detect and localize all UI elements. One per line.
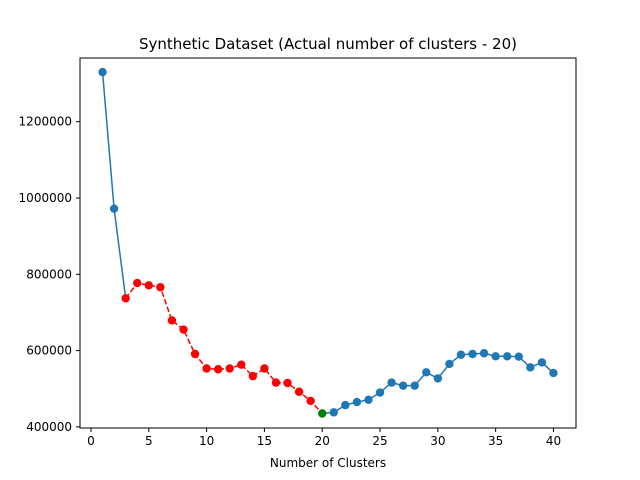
- x-tick-label: 0: [87, 434, 95, 448]
- series-points: [98, 67, 558, 418]
- data-point-k36: [503, 352, 512, 361]
- data-point-k24: [364, 395, 373, 404]
- data-point-k19: [306, 396, 315, 406]
- data-point-k23: [352, 397, 362, 407]
- x-tick-label: 20: [315, 434, 330, 448]
- data-point-k21: [329, 408, 338, 417]
- data-point-k6: [156, 283, 165, 292]
- data-point-k27: [398, 381, 408, 390]
- data-point-k29: [422, 368, 431, 377]
- data-point-k26: [387, 378, 396, 387]
- y-tick-label: 600000: [26, 344, 72, 358]
- data-point-k28: [410, 381, 419, 390]
- data-point-k18: [294, 387, 304, 396]
- y-tick-label: 1200000: [19, 115, 72, 129]
- data-point-k30: [433, 374, 443, 383]
- data-point-k2: [109, 204, 119, 213]
- data-point-k31: [445, 359, 454, 369]
- plot-area-frame: [79, 57, 577, 429]
- y-tick-label: 800000: [26, 267, 72, 281]
- data-point-k12: [225, 364, 234, 373]
- data-point-k10: [202, 364, 211, 373]
- data-point-k22: [341, 400, 350, 410]
- y-tick-label: 1000000: [19, 191, 72, 205]
- data-point-k5: [144, 281, 153, 290]
- data-point-k15: [260, 364, 269, 373]
- data-point-k17: [283, 378, 292, 388]
- data-point-k8: [179, 325, 188, 334]
- x-axis: 0 5 10 15 20 25 30 35 40: [87, 428, 561, 448]
- data-point-k33: [468, 349, 477, 359]
- data-point-k37: [514, 352, 523, 361]
- x-tick-label: 30: [430, 434, 445, 448]
- x-tick-label: 25: [372, 434, 387, 448]
- data-point-k7: [167, 316, 177, 325]
- data-point-k14: [248, 371, 258, 381]
- y-axis: 400000 600000 800000 1000000 1200000: [19, 115, 80, 434]
- x-tick-label: 15: [257, 434, 272, 448]
- y-tick-label: 400000: [26, 420, 72, 434]
- data-point-k39: [537, 358, 547, 367]
- data-point-k13: [237, 360, 246, 369]
- x-tick-label: 35: [488, 434, 503, 448]
- chart-title: Synthetic Dataset (Actual number of clus…: [139, 35, 517, 53]
- data-point-k40: [549, 368, 558, 378]
- data-point-k38: [526, 363, 535, 372]
- data-point-k11: [213, 365, 223, 374]
- data-point-k16: [271, 378, 281, 387]
- data-point-k1: [98, 67, 107, 77]
- data-point-k9: [190, 349, 200, 359]
- data-point-k20: [318, 409, 327, 418]
- data-point-k25: [375, 388, 385, 397]
- x-tick-label: 10: [199, 434, 214, 448]
- data-point-k34: [479, 349, 489, 358]
- x-axis-label: Number of Clusters: [270, 456, 386, 470]
- data-point-k3: [121, 294, 130, 303]
- data-point-k35: [491, 352, 500, 361]
- data-point-k32: [456, 350, 466, 359]
- x-tick-label: 5: [145, 434, 153, 448]
- x-tick-label: 40: [546, 434, 561, 448]
- data-point-k4: [133, 278, 142, 288]
